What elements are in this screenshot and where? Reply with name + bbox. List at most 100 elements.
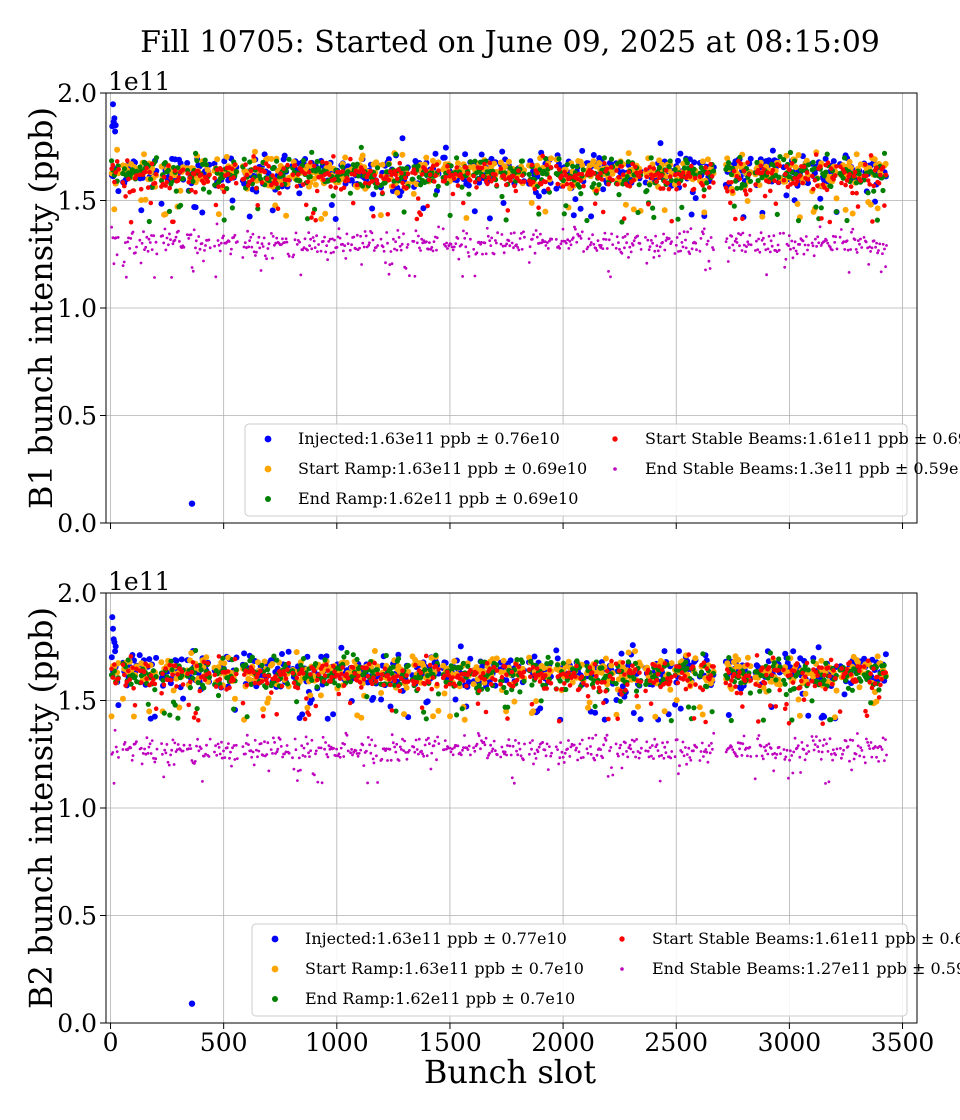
data-point bbox=[628, 245, 632, 249]
data-point bbox=[252, 250, 256, 254]
data-point bbox=[661, 207, 668, 214]
x-tick-label: 2500 bbox=[644, 1028, 708, 1057]
data-point bbox=[185, 233, 189, 237]
data-point bbox=[301, 671, 306, 676]
data-point bbox=[275, 185, 281, 191]
data-point bbox=[577, 205, 584, 212]
data-point bbox=[242, 245, 246, 249]
data-point bbox=[801, 239, 805, 243]
data-point bbox=[465, 663, 471, 669]
data-point bbox=[791, 686, 798, 692]
data-point bbox=[167, 763, 171, 767]
data-point bbox=[359, 685, 364, 690]
data-point bbox=[432, 240, 436, 244]
data-point bbox=[122, 183, 127, 189]
data-point bbox=[775, 250, 779, 254]
data-point bbox=[572, 196, 579, 203]
data-point bbox=[691, 186, 697, 192]
data-point bbox=[827, 219, 833, 225]
data-point bbox=[341, 654, 347, 660]
data-point bbox=[461, 678, 466, 683]
data-point bbox=[358, 246, 361, 250]
data-point bbox=[868, 671, 873, 676]
data-point bbox=[482, 677, 488, 682]
data-point bbox=[292, 253, 296, 257]
data-point bbox=[325, 244, 329, 248]
data-point bbox=[229, 205, 235, 211]
data-point bbox=[883, 674, 889, 680]
data-point bbox=[314, 158, 320, 165]
data-point bbox=[251, 154, 256, 159]
data-point bbox=[506, 158, 512, 165]
data-point bbox=[378, 173, 384, 179]
data-point bbox=[463, 236, 467, 240]
data-point bbox=[373, 679, 379, 684]
data-point bbox=[147, 169, 152, 175]
data-point bbox=[414, 679, 420, 685]
data-point bbox=[812, 254, 816, 258]
data-point bbox=[805, 712, 812, 719]
data-point bbox=[412, 240, 416, 243]
data-point bbox=[138, 186, 144, 192]
data-point bbox=[596, 160, 603, 166]
data-point bbox=[371, 238, 375, 242]
data-point bbox=[132, 703, 138, 708]
data-point bbox=[129, 746, 133, 750]
data-point bbox=[223, 756, 227, 759]
data-point bbox=[300, 744, 304, 748]
data-point bbox=[294, 748, 298, 752]
data-point bbox=[544, 171, 550, 177]
data-point bbox=[110, 625, 116, 632]
data-point bbox=[831, 714, 838, 721]
data-point bbox=[777, 248, 781, 252]
data-point bbox=[215, 222, 219, 226]
data-point bbox=[608, 156, 615, 162]
data-point bbox=[705, 242, 709, 246]
data-point bbox=[755, 178, 761, 184]
data-point bbox=[202, 677, 208, 682]
data-point bbox=[754, 249, 757, 252]
data-point bbox=[872, 681, 878, 686]
data-point bbox=[173, 188, 179, 194]
data-point bbox=[192, 228, 196, 232]
data-point bbox=[530, 237, 534, 241]
data-point bbox=[152, 681, 158, 687]
data-point bbox=[284, 237, 288, 241]
data-point bbox=[625, 241, 628, 245]
data-point bbox=[321, 177, 326, 182]
data-point bbox=[499, 148, 506, 155]
data-point bbox=[686, 652, 692, 657]
data-point bbox=[325, 668, 331, 673]
data-point bbox=[522, 230, 525, 234]
data-point bbox=[196, 718, 201, 723]
data-point bbox=[787, 244, 790, 248]
data-point bbox=[654, 179, 659, 184]
data-point bbox=[354, 182, 360, 188]
data-point bbox=[793, 240, 797, 244]
data-point bbox=[161, 174, 167, 180]
data-point bbox=[800, 180, 805, 186]
data-point bbox=[864, 173, 869, 179]
data-point bbox=[418, 212, 424, 217]
data-point bbox=[398, 174, 405, 180]
data-point bbox=[347, 700, 353, 706]
data-point bbox=[233, 169, 239, 175]
data-point bbox=[703, 719, 708, 725]
data-point bbox=[684, 665, 690, 671]
data-point bbox=[352, 671, 358, 676]
data-point bbox=[805, 177, 811, 182]
data-point bbox=[652, 663, 658, 668]
data-point bbox=[112, 262, 116, 266]
data-point bbox=[724, 675, 731, 681]
data-point bbox=[782, 681, 788, 687]
data-point bbox=[851, 227, 855, 231]
data-point bbox=[802, 690, 809, 697]
data-point bbox=[260, 242, 264, 246]
data-point bbox=[465, 232, 469, 235]
data-point bbox=[441, 227, 445, 231]
data-point bbox=[609, 170, 616, 177]
data-point bbox=[520, 674, 525, 679]
data-point bbox=[247, 743, 250, 746]
data-point bbox=[470, 681, 477, 688]
